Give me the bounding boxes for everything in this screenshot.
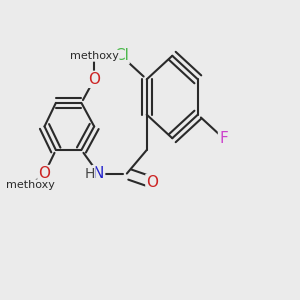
Text: F: F [219, 131, 228, 146]
Text: N: N [93, 166, 104, 181]
Text: methoxy: methoxy [6, 180, 55, 190]
Text: H: H [84, 167, 94, 181]
Text: O: O [38, 166, 50, 181]
Text: methoxy: methoxy [70, 51, 118, 61]
Text: Cl: Cl [114, 48, 129, 63]
Text: O: O [88, 72, 100, 87]
Text: O: O [146, 175, 158, 190]
